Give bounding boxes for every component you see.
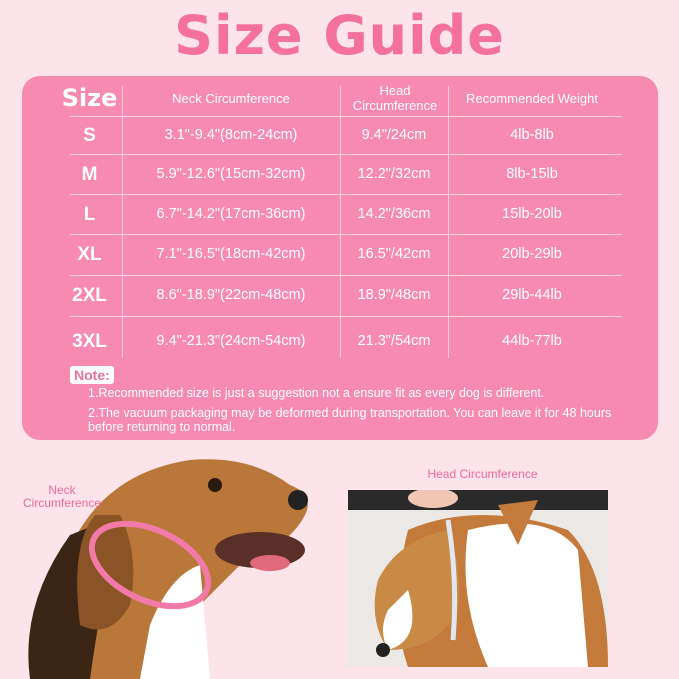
row-neck-cell: 9.4"-21.3"(24cm-54cm) xyxy=(156,332,306,349)
neck-circumference-label: Neck Circumference xyxy=(22,483,102,510)
row-weight-cell: 20lb-29lb xyxy=(502,246,562,262)
divider xyxy=(448,86,449,358)
row-size-cell: XL xyxy=(77,244,102,265)
header-size: Size xyxy=(61,83,118,112)
row-neck-cell: 8.6"-18.9"(22cm-48cm) xyxy=(156,287,306,303)
row-size-cell: 2XL xyxy=(72,285,107,306)
divider xyxy=(70,194,622,195)
corgi-photo xyxy=(348,490,608,667)
divider xyxy=(70,116,622,117)
size-table: Size Neck Circumference Head Circumferen… xyxy=(22,76,658,440)
row-head-cell: 21.3"/54cm xyxy=(357,332,431,349)
row-neck-cell: 3.1"-9.4"(8cm-24cm) xyxy=(164,126,298,143)
divider xyxy=(122,86,123,358)
row-weight-cell: 29lb-44lb xyxy=(502,287,562,303)
row-weight-cell: 4lb-8lb xyxy=(510,126,554,143)
row-head-cell: 18.9"/48cm xyxy=(357,287,431,303)
divider xyxy=(70,316,622,317)
note-label: Note: xyxy=(70,366,114,384)
divider xyxy=(70,154,622,155)
row-weight-cell: 44lb-77lb xyxy=(502,332,562,349)
row-size-cell: S xyxy=(83,124,96,146)
note-item: 2.The vacuum packaging may be deformed d… xyxy=(88,406,612,434)
row-size-cell: M xyxy=(81,163,98,185)
divider xyxy=(70,234,622,235)
row-size-cell: 3XL xyxy=(72,330,107,352)
header-weight: Recommended Weight xyxy=(466,90,598,106)
row-weight-cell: 15lb-20lb xyxy=(502,205,562,222)
row-head-cell: 14.2"/36cm xyxy=(357,205,431,222)
row-size-cell: L xyxy=(83,203,96,225)
divider xyxy=(340,86,341,358)
head-circumference-label: Head Circumference xyxy=(427,467,538,481)
header-head: Head Circumference xyxy=(352,83,438,113)
row-head-cell: 9.4"/24cm xyxy=(361,126,427,143)
beagle-photo xyxy=(0,455,330,679)
row-weight-cell: 8lb-15lb xyxy=(506,165,558,182)
row-head-cell: 16.5"/42cm xyxy=(357,246,431,262)
row-neck-cell: 7.1"-16.5"(18cm-42cm) xyxy=(156,246,306,262)
divider xyxy=(70,275,622,276)
note-item: 1.Recommended size is just a suggestion … xyxy=(88,386,545,400)
page-title: Size Guide xyxy=(174,4,505,67)
header-neck: Neck Circumference xyxy=(172,90,290,106)
row-head-cell: 12.2"/32cm xyxy=(357,165,431,182)
row-neck-cell: 5.9"-12.6"(15cm-32cm) xyxy=(156,165,306,182)
row-neck-cell: 6.7"-14.2"(17cm-36cm) xyxy=(156,205,306,222)
